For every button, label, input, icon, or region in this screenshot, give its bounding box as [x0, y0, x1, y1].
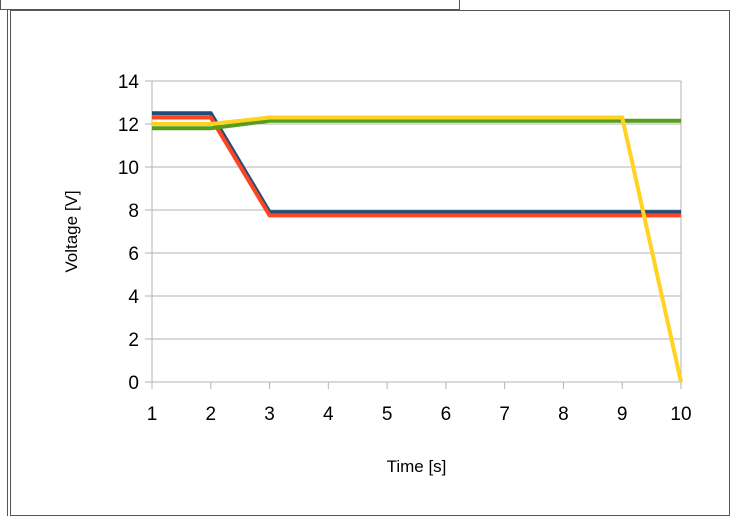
- x-tick-label: 2: [205, 404, 216, 425]
- y-tick-label: 12: [118, 115, 139, 136]
- y-tick-label: 4: [128, 287, 139, 308]
- x-tick-label: 9: [617, 404, 628, 425]
- x-tick-label: 1: [147, 404, 158, 425]
- series-lines: [152, 111, 683, 383]
- x-tick-label: 8: [558, 404, 569, 425]
- y-tick-label: 0: [128, 373, 139, 394]
- series-line-1: [152, 111, 681, 215]
- x-tick-label: 5: [382, 404, 393, 425]
- y-tick-label: 6: [128, 244, 139, 265]
- axes: [145, 80, 682, 389]
- y-tick-label: 14: [118, 72, 140, 93]
- window-edge-top: [0, 0, 460, 10]
- x-tick-label: 4: [323, 404, 334, 425]
- series-line-4: [152, 115, 683, 383]
- x-tick-label: 3: [264, 404, 275, 425]
- series-line-2: [152, 115, 681, 218]
- y-tick-label: 10: [118, 158, 139, 179]
- y-tick-label: 2: [128, 330, 139, 351]
- x-axis-label: Time [s]: [387, 457, 447, 476]
- chart-frame: [10, 10, 730, 516]
- y-tick-label: 8: [128, 201, 139, 222]
- x-tick-label: 7: [499, 404, 510, 425]
- x-tick-label: 10: [670, 404, 691, 425]
- y-axis-label: Voltage [V]: [62, 190, 81, 272]
- x-tick-label: 6: [441, 404, 452, 425]
- series-line-3: [152, 118, 681, 131]
- window-edge-left: [0, 10, 8, 516]
